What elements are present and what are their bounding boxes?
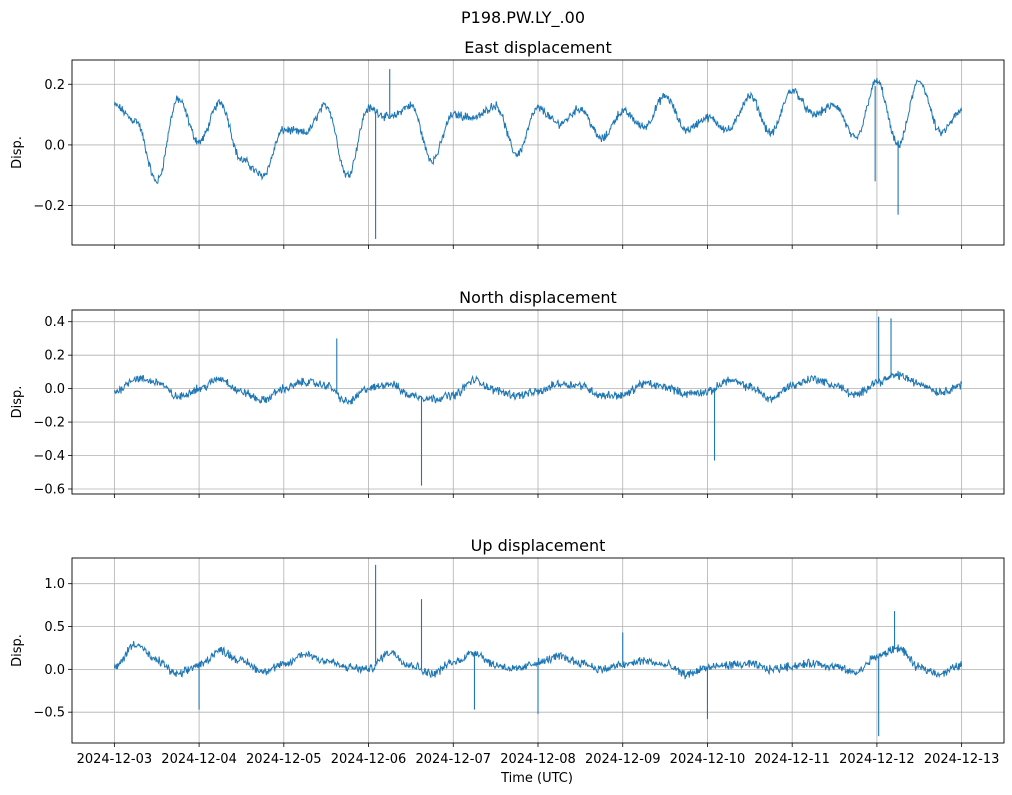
y-axis-label: Disp.	[10, 136, 25, 169]
figure-title: P198.PW.LY_.00	[461, 8, 585, 28]
x-axis-label: Time (UTC)	[500, 771, 573, 786]
y-tick-label: −0.6	[33, 482, 65, 497]
y-axis-label: Disp.	[10, 634, 25, 667]
x-tick-label: 2024-12-11	[754, 752, 830, 767]
x-tick-label: 2024-12-07	[415, 752, 491, 767]
y-tick-label: 0.2	[44, 78, 65, 93]
axes-frame	[71, 557, 1005, 744]
axes-frame	[71, 309, 1005, 495]
x-tick-label: 2024-12-04	[161, 752, 237, 767]
series-line	[113, 77, 963, 185]
subplot-title: East displacement	[464, 38, 611, 57]
y-tick-label: −0.2	[33, 416, 65, 431]
y-tick-label: 0.5	[44, 620, 65, 635]
y-tick-label: 0.4	[44, 315, 65, 330]
subplot-1: −0.2 0.0 0.2 East displacement Disp.	[10, 38, 1005, 249]
y-tick-label: 0.0	[44, 663, 65, 678]
y-tick-label: −0.2	[33, 199, 65, 214]
y-axis-label: Disp.	[10, 386, 25, 419]
subplot-title: Up displacement	[471, 536, 606, 555]
subplots: −0.2 0.0 0.2 East displacement Disp. −0.6 −0.4…	[10, 38, 1005, 767]
y-tick-label: −0.5	[33, 706, 65, 721]
series-line	[113, 370, 963, 406]
x-tick-label: 2024-12-09	[585, 752, 661, 767]
y-tick-label: 1.0	[44, 577, 65, 592]
x-tick-label: 2024-12-08	[500, 752, 576, 767]
y-tick-label: −0.4	[33, 449, 65, 464]
subplot-3: 2024-12-03 2024-12-04 2024-12-05 2024-12-06…	[10, 536, 1005, 767]
y-tick-label: 0.0	[44, 382, 65, 397]
x-tick-label: 2024-12-13	[924, 752, 1000, 767]
subplot-2: −0.6 −0.4 −0.2 0.0 0.2 0.4 North displacement D…	[10, 288, 1005, 498]
x-tick-label: 2024-12-10	[670, 752, 746, 767]
y-tick-label: 0.2	[44, 349, 65, 364]
subplot-title: North displacement	[459, 288, 617, 307]
y-tick-label: 0.0	[44, 138, 65, 153]
x-tick-label: 2024-12-06	[331, 752, 407, 767]
x-tick-label: 2024-12-12	[839, 752, 915, 767]
axes-frame	[71, 59, 1005, 246]
x-tick-label: 2024-12-05	[246, 752, 322, 767]
x-tick-label: 2024-12-03	[77, 752, 153, 767]
